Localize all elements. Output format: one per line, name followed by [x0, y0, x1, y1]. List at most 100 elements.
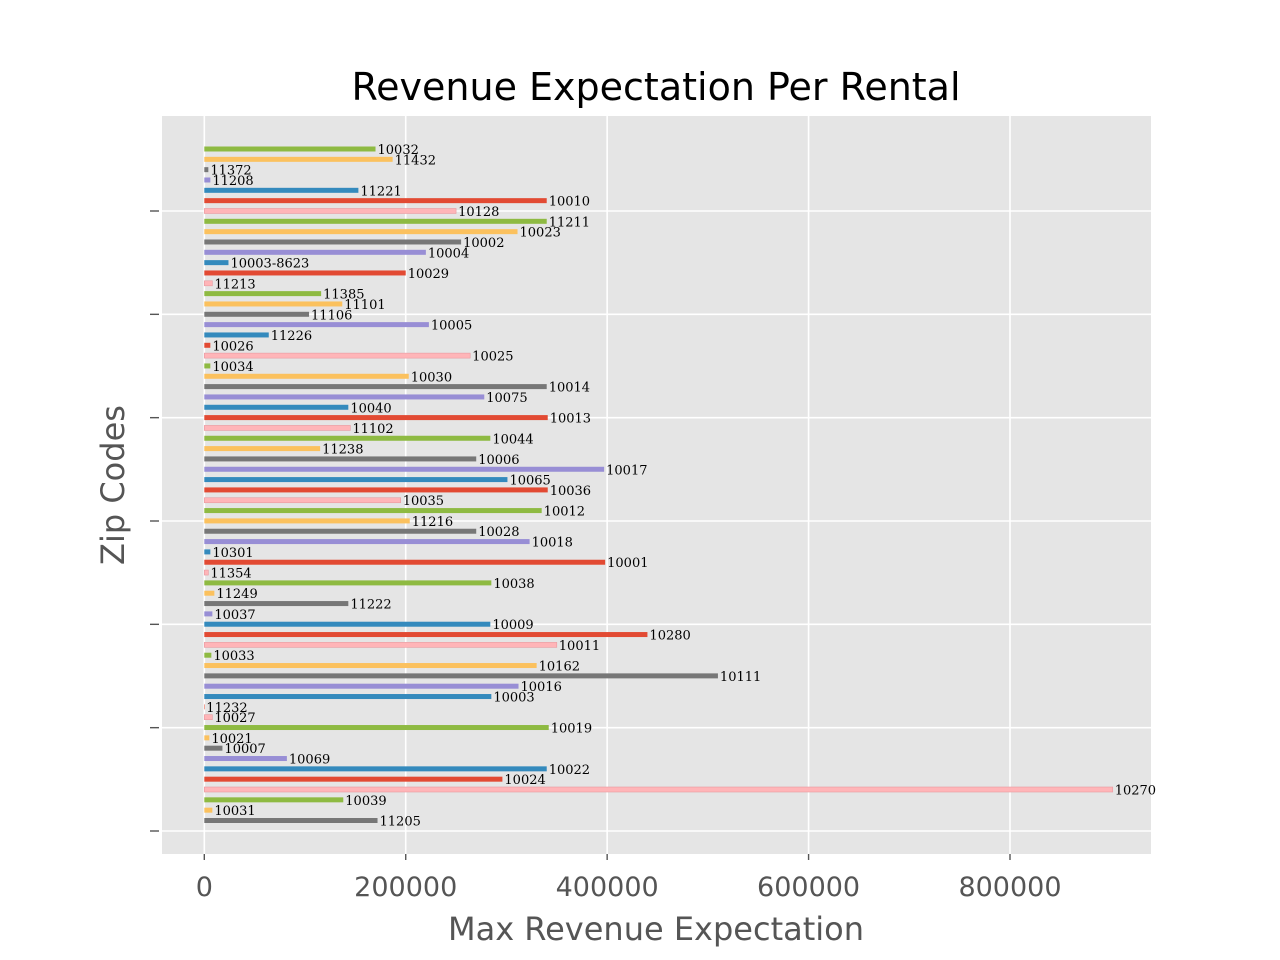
bar [204, 683, 519, 689]
bar [204, 652, 212, 658]
x-tick-label: 800000 [958, 872, 1061, 903]
bar-value-label: 10023 [520, 226, 561, 241]
bar-value-label: 10270 [1115, 784, 1156, 799]
bar-value-label: 10028 [478, 525, 519, 540]
bar [204, 239, 462, 245]
bar-value-label: 10069 [289, 753, 330, 768]
bar-value-label: 11249 [216, 587, 257, 602]
bar [204, 466, 605, 472]
bar-value-label: 10010 [549, 195, 590, 210]
bar [203, 208, 457, 214]
bar [204, 559, 606, 565]
x-tick-label: 400000 [556, 872, 659, 903]
bar [203, 569, 209, 576]
bar [204, 187, 359, 193]
bar [204, 776, 503, 782]
bar [204, 549, 211, 555]
bar [204, 218, 547, 224]
bar-value-label: 11354 [210, 567, 251, 582]
bar [204, 621, 491, 627]
bar-value-label: 10021 [211, 732, 252, 747]
bar-value-label: 11216 [412, 515, 453, 530]
bar-value-label: 11101 [344, 298, 385, 313]
bar [204, 725, 549, 731]
bar [204, 394, 485, 400]
bar-value-label: 10036 [550, 484, 591, 499]
bar [204, 673, 718, 679]
bar [204, 249, 426, 255]
bar-value-label: 10034 [212, 360, 253, 375]
bar [204, 363, 211, 369]
bar [203, 714, 213, 720]
bar-value-label: 10003 [493, 691, 534, 706]
bar-value-label: 11213 [214, 277, 255, 292]
y-axis-label: Zip Codes [94, 405, 132, 565]
bar-value-label: 11221 [360, 184, 401, 199]
bar [204, 373, 409, 379]
bar-value-label: 11205 [380, 815, 421, 830]
x-axis-ticks: 0 200000 400000 600000 800000 [196, 854, 1062, 903]
bar [203, 352, 471, 359]
bar [204, 291, 322, 297]
bar [204, 156, 393, 162]
bar-value-label: 11432 [395, 153, 436, 168]
bar [204, 177, 211, 183]
bar-value-label: 10301 [212, 546, 253, 561]
plot-background [162, 116, 1151, 854]
bar [204, 435, 491, 441]
bar-value-label: 10162 [539, 660, 580, 675]
bar-value-label: 10014 [549, 381, 590, 396]
bar-value-label: 10016 [521, 680, 562, 695]
bar [203, 497, 401, 504]
bar-value-label: 11232 [206, 701, 247, 716]
bar-value-label: 11102 [352, 422, 393, 437]
bar [204, 146, 376, 152]
bar-value-label: 10001 [607, 556, 648, 571]
bar-value-label: 10031 [214, 804, 255, 819]
bar-value-label: 10025 [472, 350, 513, 365]
bar-value-label: 11222 [350, 598, 391, 613]
bar [204, 528, 477, 534]
bar-value-label: 10035 [403, 494, 444, 509]
bar-value-label: 10111 [720, 670, 761, 685]
bar-value-label: 11211 [549, 215, 590, 230]
bar-value-label: 10075 [486, 391, 527, 406]
bar [204, 384, 547, 390]
chart-title: Revenue Expectation Per Rental [351, 65, 960, 109]
bar [203, 786, 1114, 793]
bar [204, 663, 537, 669]
bar-value-label: 10002 [463, 236, 504, 251]
bar [204, 508, 542, 514]
bar-value-label: 10030 [411, 370, 452, 385]
bar [204, 415, 548, 421]
bar [204, 311, 310, 317]
bar [204, 797, 344, 803]
bar-value-label: 10024 [504, 773, 545, 788]
bar [204, 260, 229, 266]
bar [204, 704, 205, 710]
bar [204, 198, 547, 204]
bar-value-label: 10011 [559, 639, 600, 654]
bar-value-label: 11372 [210, 164, 251, 179]
x-tick-label: 600000 [757, 872, 860, 903]
bar-value-label: 10128 [458, 205, 499, 220]
bar [204, 601, 349, 607]
bar-value-label: 11385 [323, 288, 364, 303]
bar-value-label: 11208 [212, 174, 253, 189]
bar-value-label: 10044 [492, 432, 533, 447]
bar-value-label: 10004 [428, 246, 469, 261]
bar-value-label: 10026 [212, 339, 253, 354]
bar-value-label: 10027 [214, 711, 255, 726]
bar [203, 280, 213, 287]
bar [204, 322, 429, 328]
bar [204, 580, 492, 586]
bar-value-label: 10013 [550, 412, 591, 427]
bar [204, 301, 343, 307]
bar [204, 270, 406, 276]
bar [204, 518, 410, 524]
bar-value-label: 10018 [532, 536, 573, 551]
bar [204, 807, 213, 813]
bar [204, 745, 223, 751]
bar [204, 446, 321, 452]
